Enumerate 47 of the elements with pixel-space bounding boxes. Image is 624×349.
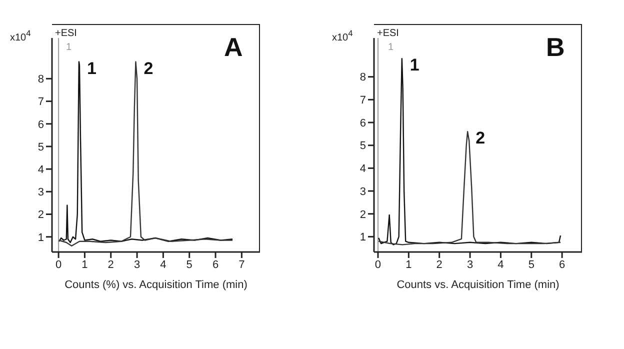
x-tick-label: 0: [374, 258, 382, 271]
y-tick-label: 1: [360, 232, 366, 244]
y-tick-label: 3: [360, 186, 366, 198]
annotation: A: [224, 32, 243, 63]
x-tick-label: 6: [558, 258, 566, 271]
y-tick-label: 6: [360, 117, 366, 130]
y-tick-label: 6: [38, 118, 44, 131]
annotation: 1: [410, 56, 420, 75]
x-axis-title: Counts vs. Acquisition Time (min): [396, 279, 560, 291]
y-tick-label: 4: [38, 164, 44, 176]
x-tick-label: 6: [212, 258, 219, 271]
x-tick-label: 3: [134, 258, 140, 271]
annotation: 2: [476, 128, 486, 148]
x-tick-label: 2: [108, 258, 114, 271]
x-tick-label: 2: [436, 258, 442, 271]
annotation: 2: [144, 58, 154, 78]
y-tick-label: 5: [38, 141, 44, 154]
y-tick-label: 8: [360, 72, 366, 84]
annotation: 1: [66, 42, 72, 53]
y-tick-label: 2: [38, 209, 44, 222]
x-tick-label: 1: [82, 258, 88, 271]
y-axis-title: x10$^{4}$: [10, 28, 31, 44]
x-tick-label: 4: [160, 258, 166, 271]
y-tick-label: 2: [360, 208, 366, 221]
y-tick-label: 4: [360, 163, 366, 176]
annotation: 1: [86, 58, 96, 78]
annotation: +ESI: [377, 28, 399, 39]
y-axis-title: x10$^{4}$: [332, 28, 353, 44]
x-axis-title: Counts (%) vs. Acquisition Time (min): [64, 279, 248, 291]
y-tick-label: 7: [38, 96, 44, 108]
y-tick-label: 3: [38, 186, 44, 199]
x-tick-label: 5: [186, 258, 192, 271]
x-tick-label: 0: [55, 258, 62, 271]
annotation: B: [546, 32, 565, 63]
y-tick-label: 8: [38, 74, 44, 86]
x-tick-label: 4: [498, 258, 504, 271]
x-tick-label: 5: [528, 258, 534, 271]
line-series: [378, 131, 562, 246]
x-tick-label: 1: [406, 258, 412, 271]
line-series: [378, 58, 562, 246]
y-tick-label: 1: [38, 232, 44, 244]
y-tick-label: 7: [360, 94, 366, 107]
x-tick-label: 7: [238, 258, 245, 271]
y-tick-label: 5: [360, 140, 366, 152]
x-tick-label: 3: [466, 258, 474, 271]
annotation: 1: [388, 42, 394, 53]
annotation: +ESI: [55, 28, 77, 39]
